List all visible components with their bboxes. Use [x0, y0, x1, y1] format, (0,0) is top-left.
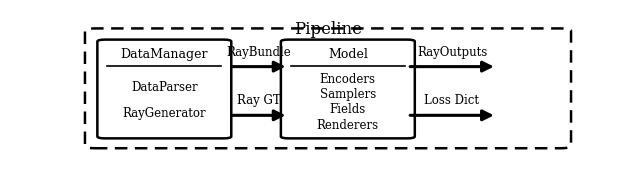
Text: Samplers: Samplers: [320, 88, 376, 101]
Text: Pipeline: Pipeline: [294, 21, 362, 38]
Text: Encoders: Encoders: [320, 73, 376, 86]
Text: Loss Dict: Loss Dict: [424, 94, 479, 107]
Text: DataManager: DataManager: [120, 48, 208, 61]
Text: Model: Model: [328, 48, 368, 61]
Text: Renderers: Renderers: [317, 119, 379, 131]
Text: RayGenerator: RayGenerator: [122, 107, 206, 120]
Text: RayOutputs: RayOutputs: [417, 46, 487, 59]
FancyBboxPatch shape: [281, 40, 415, 138]
FancyBboxPatch shape: [85, 28, 571, 148]
Text: DataParser: DataParser: [131, 81, 198, 94]
Text: RayBundle: RayBundle: [226, 46, 291, 59]
Text: Fields: Fields: [330, 103, 366, 116]
FancyBboxPatch shape: [97, 40, 231, 138]
Text: Ray GT: Ray GT: [237, 94, 280, 107]
